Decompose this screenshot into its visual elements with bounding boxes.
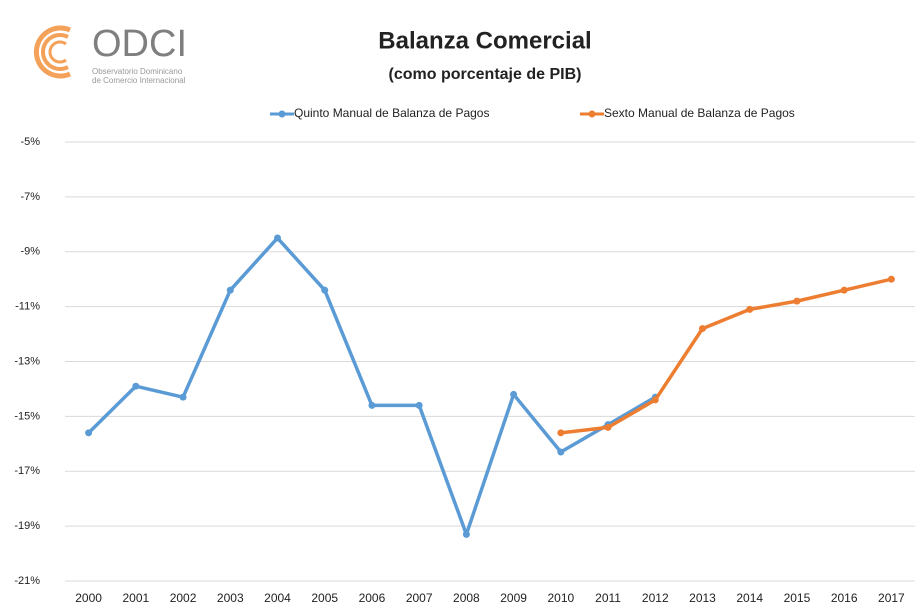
data-point <box>604 423 612 431</box>
x-tick-label: 2003 <box>217 591 244 605</box>
data-point <box>746 305 754 313</box>
data-point <box>840 286 848 294</box>
x-tick-label: 2011 <box>595 591 621 605</box>
data-point <box>85 429 93 437</box>
series-line <box>560 277 892 435</box>
legend-marker <box>278 110 286 118</box>
data-point <box>699 325 706 333</box>
x-tick-label: 2010 <box>547 591 574 605</box>
logo-mark <box>33 25 71 79</box>
y-tick-label: -7% <box>20 191 40 203</box>
y-tick-label: -21% <box>14 575 40 587</box>
x-tick-label: 2012 <box>642 591 669 605</box>
x-tick-label: 2015 <box>784 591 811 605</box>
x-tick-label: 2009 <box>500 591 527 605</box>
data-point <box>557 448 565 456</box>
legend-label: Sexto Manual de Balanza de Pagos <box>604 106 795 120</box>
x-tick-label: 2006 <box>359 591 386 605</box>
data-point <box>179 393 187 401</box>
data-point <box>510 390 518 398</box>
x-tick-label: 2001 <box>122 591 149 605</box>
y-tick-label: -5% <box>20 136 40 148</box>
y-tick-label: -9% <box>20 246 40 258</box>
y-tick-label: -15% <box>14 410 40 422</box>
data-point <box>368 401 376 409</box>
legend-label: Quinto Manual de Balanza de Pagos <box>294 106 489 120</box>
x-tick-label: 2007 <box>406 591 433 605</box>
data-point <box>793 297 801 305</box>
y-tick-label: -11% <box>15 301 40 313</box>
x-tick-label: 2017 <box>878 591 905 605</box>
y-tick-label: -17% <box>14 465 40 477</box>
x-tick-label: 2014 <box>736 591 763 605</box>
x-tick-label: 2016 <box>831 591 858 605</box>
data-point <box>321 286 329 294</box>
x-tick-label: 2008 <box>453 591 480 605</box>
x-tick-label: 2004 <box>264 591 291 605</box>
data-point <box>226 286 234 294</box>
y-tick-label: -13% <box>14 355 40 367</box>
legend-marker <box>588 110 596 118</box>
data-point <box>887 275 895 283</box>
x-tick-label: 2002 <box>170 591 197 605</box>
data-point <box>274 234 281 242</box>
data-point <box>415 401 423 409</box>
data-point <box>132 382 140 390</box>
logo-subtitle: de Comercio Internacional <box>92 76 186 85</box>
x-tick-label: 2013 <box>689 591 716 605</box>
y-tick-label: -19% <box>14 520 40 532</box>
x-tick-label: 2005 <box>311 591 338 605</box>
data-point <box>557 429 565 437</box>
chart-subtitle: (como porcentaje de PIB) <box>389 66 582 83</box>
logo-name: ODCI <box>92 23 187 65</box>
logo-subtitle: Observatorio Dominicano <box>92 67 183 76</box>
data-point <box>651 396 659 404</box>
data-point <box>462 530 470 538</box>
x-tick-label: 2000 <box>75 591 102 605</box>
chart-title: Balanza Comercial <box>378 27 591 54</box>
